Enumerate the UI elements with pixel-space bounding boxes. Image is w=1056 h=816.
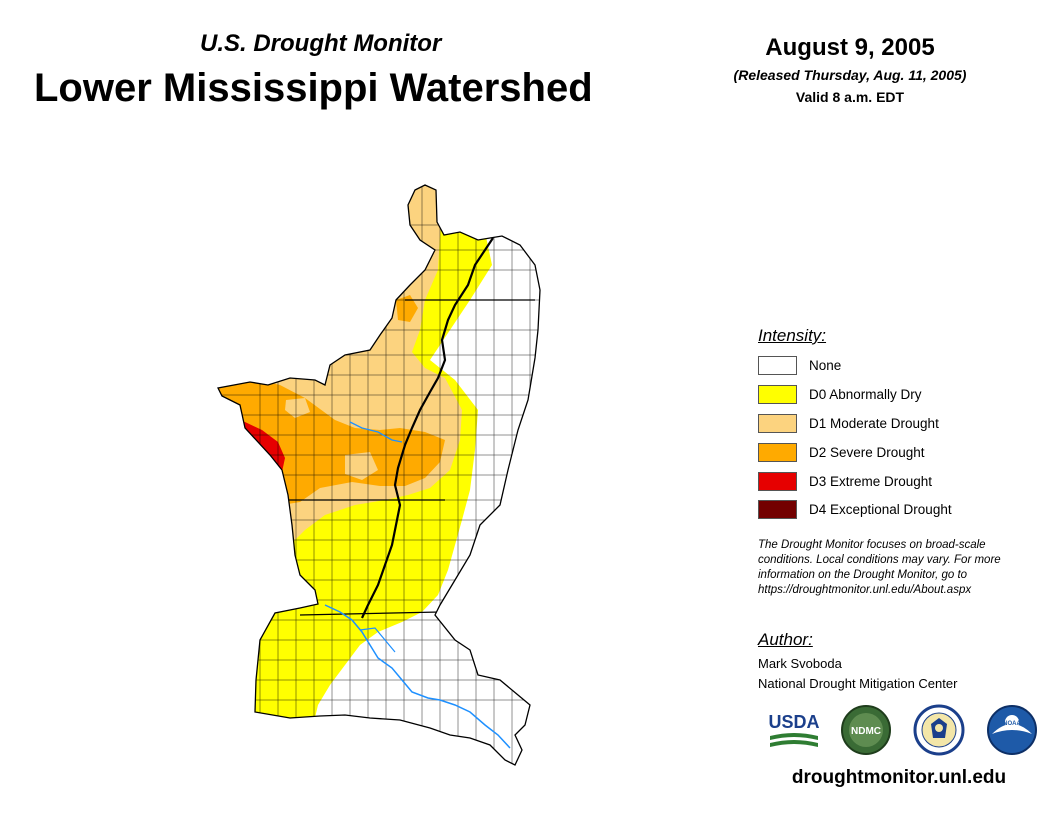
website-url[interactable]: droughtmonitor.unl.edu (791, 767, 1007, 788)
legend-label: D4 Exceptional Drought (809, 502, 952, 517)
ndmc-logo: NDMC (841, 705, 891, 755)
legend-swatch (758, 443, 797, 462)
commerce-seal-logo (913, 704, 965, 756)
legend-swatch (758, 385, 797, 404)
ndmc-logo-text: NDMC (851, 726, 881, 737)
legend-label: D1 Moderate Drought (809, 416, 939, 431)
legend-swatch (758, 356, 797, 375)
zone-d1-pocket (345, 452, 378, 480)
disclaimer-note: The Drought Monitor focuses on broad-sca… (758, 539, 1001, 596)
map-date: August 9, 2005 (765, 34, 935, 61)
legend-swatch (758, 414, 797, 433)
usda-logo: USDA (768, 712, 820, 747)
mississippi-river (361, 237, 494, 619)
atchafalaya-river (324, 604, 511, 749)
map-title: Lower Mississippi Watershed (34, 66, 593, 110)
coastal-marsh (470, 695, 512, 732)
legend-title: Intensity: (758, 326, 827, 345)
red-river (359, 627, 396, 653)
legend-label: D0 Abnormally Dry (809, 387, 922, 402)
zone-d2-north (396, 295, 418, 322)
drought-map (217, 184, 541, 766)
legend-label: D3 Extreme Drought (809, 474, 933, 489)
author-name: Mark Svoboda (758, 656, 842, 671)
noaa-logo-text: NOAA (1003, 721, 1021, 727)
author-heading: Author: (758, 630, 813, 649)
zone-d1-pocket-west (285, 398, 310, 418)
usda-logo-text: USDA (768, 712, 819, 732)
legend-label: D2 Severe Drought (809, 445, 925, 460)
release-date: (Released Thursday, Aug. 11, 2005) (733, 67, 967, 83)
author-organization: National Drought Mitigation Center (758, 676, 958, 691)
valid-time: Valid 8 a.m. EDT (795, 89, 905, 105)
noaa-logo: NOAA (987, 705, 1037, 755)
arkansas-river (349, 421, 403, 443)
legend-swatch (758, 500, 797, 519)
legend-swatch (758, 472, 797, 491)
legend-label: None (809, 358, 842, 373)
map-subtitle: U.S. Drought Monitor (200, 30, 442, 57)
